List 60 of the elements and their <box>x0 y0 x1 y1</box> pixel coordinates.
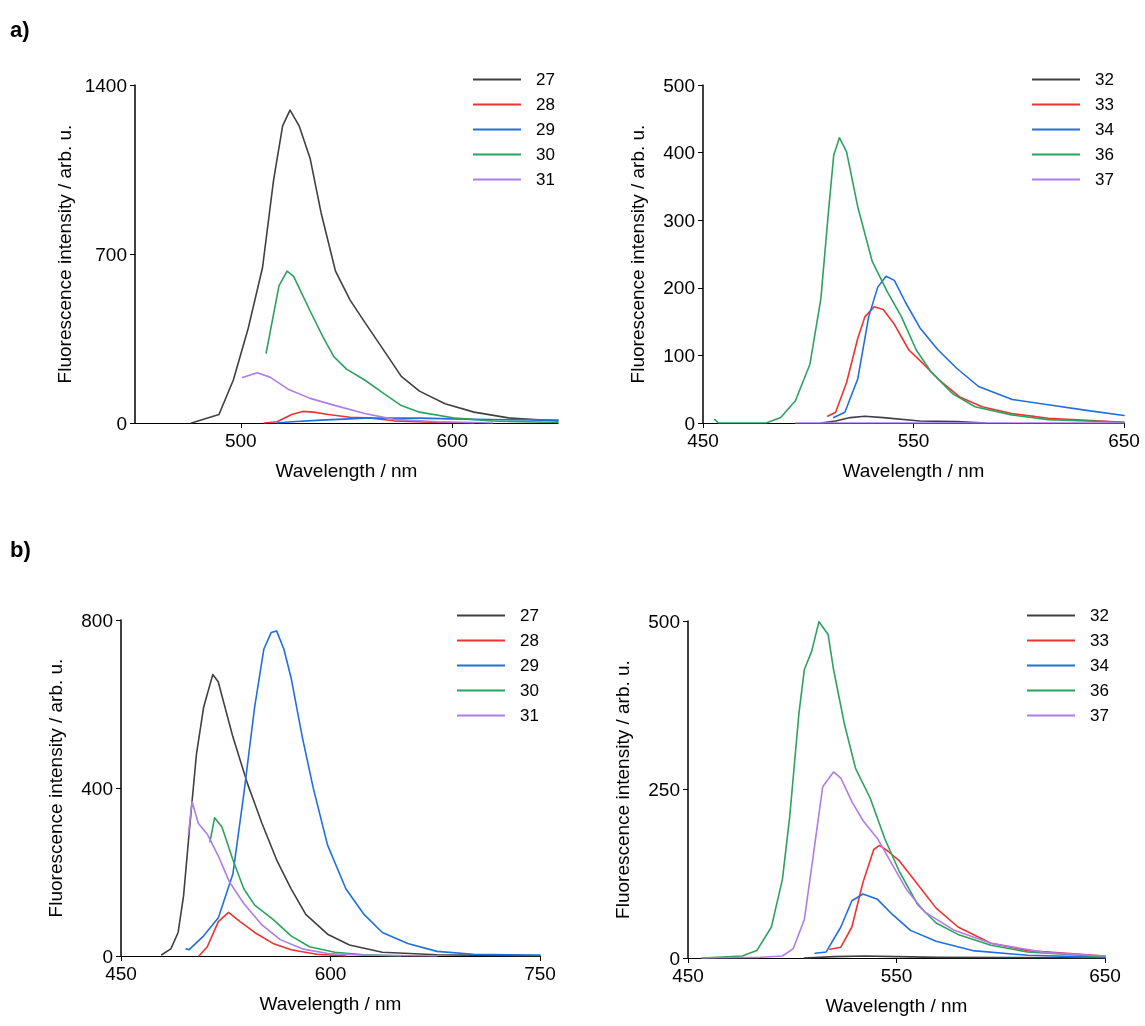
text: b) <box>10 536 31 562</box>
legend-label: 37 <box>1095 170 1114 189</box>
x-axis-title: Wavelength / nm <box>259 993 402 1014</box>
line-series <box>190 109 559 424</box>
legend-label: 27 <box>536 70 555 89</box>
legend-label: 37 <box>1090 706 1109 725</box>
x-axis-title: Wavelength / nm <box>842 460 985 481</box>
y-tick-label: 500 <box>648 610 680 632</box>
line-series <box>814 893 1106 959</box>
line-series <box>701 771 1106 959</box>
legend-label: 33 <box>1090 631 1109 650</box>
legend-label: 32 <box>1090 606 1109 625</box>
line-series <box>713 136 1125 424</box>
y-tick-label: 700 <box>95 243 127 265</box>
x-axis-title: Wavelength / nm <box>825 995 968 1016</box>
y-tick-label: 800 <box>81 609 113 631</box>
legend-label: 32 <box>1095 70 1114 89</box>
x-tick-label: 650 <box>1089 965 1121 986</box>
legend-label: 36 <box>1095 145 1114 164</box>
line-series <box>187 800 438 957</box>
legend-label: 28 <box>520 631 539 650</box>
legend-label: 29 <box>536 120 555 139</box>
legend-label: 36 <box>1090 681 1109 700</box>
line-series <box>265 270 559 424</box>
y-tick-label: 500 <box>663 74 695 96</box>
legend-label: 30 <box>536 145 555 164</box>
y-axis-title: Fluorescence intensity / arb. u. <box>627 124 648 384</box>
legend-label: 34 <box>1095 120 1114 139</box>
x-tick-label: 550 <box>897 430 930 451</box>
x-tick-label: 500 <box>224 430 257 451</box>
legend-label: 30 <box>520 681 539 700</box>
y-tick-label: 400 <box>81 777 113 799</box>
y-tick-label: 300 <box>663 209 695 231</box>
legend-label: 31 <box>536 170 555 189</box>
legend-label: 27 <box>520 606 539 625</box>
x-tick-label: 600 <box>436 430 469 451</box>
x-tick-label: 550 <box>880 965 913 986</box>
line-series <box>185 630 541 956</box>
line-series <box>198 911 347 957</box>
y-axis-title: Fluorescence intensity / arb. u. <box>53 124 75 384</box>
y-tick-label: 0 <box>116 412 127 434</box>
legend-label: 34 <box>1090 656 1109 675</box>
text: a) <box>10 16 30 42</box>
legend-label: 33 <box>1095 95 1114 114</box>
y-tick-label: 400 <box>663 142 695 164</box>
y-tick-label: 200 <box>663 277 695 299</box>
legend-label: 28 <box>536 95 555 114</box>
y-axis-title: Fluorescence intensity / arb. u. <box>45 658 66 918</box>
x-tick-label: 600 <box>314 963 347 984</box>
x-tick-label: 750 <box>524 963 556 984</box>
x-axis-title: Wavelength / nm <box>275 460 418 481</box>
y-tick-label: 100 <box>663 344 695 366</box>
legend-label: 31 <box>520 706 539 725</box>
y-tick-label: 250 <box>648 779 680 800</box>
y-tick-label: 1400 <box>84 74 127 96</box>
line-series <box>241 371 494 424</box>
legend-label: 29 <box>520 656 539 675</box>
line-series <box>832 275 1125 419</box>
y-axis-title: Fluorescence intensity / arb. u. <box>612 660 633 919</box>
x-tick-label: 650 <box>1108 430 1140 451</box>
